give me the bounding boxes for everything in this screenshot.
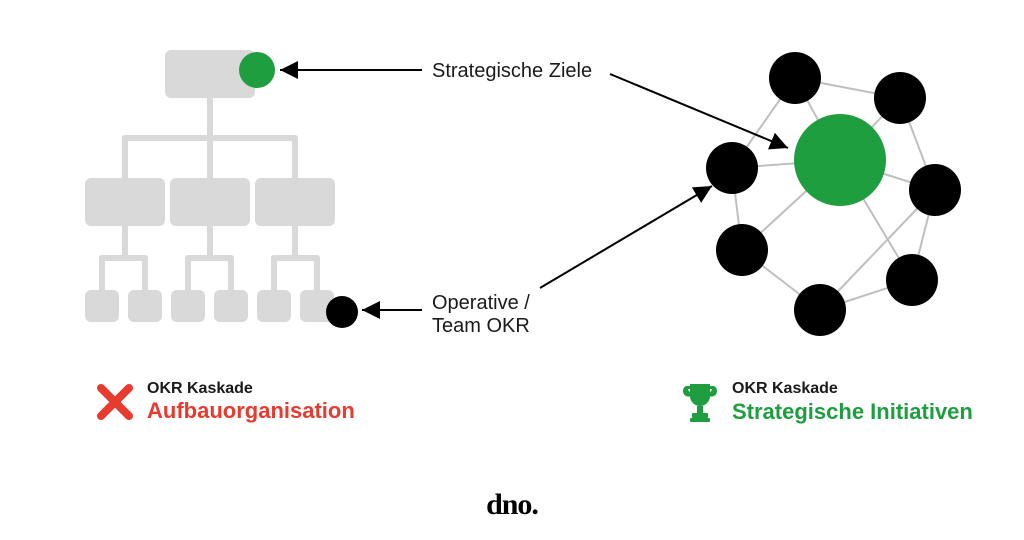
caption-right: OKR Kaskade Strategische Initiativen: [680, 380, 973, 424]
org-box: [85, 178, 165, 226]
network-node: [769, 52, 821, 104]
label-operative: Operative / Team OKR: [432, 292, 530, 338]
org-box: [170, 178, 250, 226]
org-box: [171, 290, 205, 322]
caption-left: OKR Kaskade Aufbauorganisation: [95, 380, 355, 424]
network-center: [794, 114, 886, 206]
trophy-icon: [680, 380, 720, 424]
caption-right-kicker: OKR Kaskade: [732, 380, 973, 398]
a-op-right: [540, 186, 712, 288]
network-node: [706, 142, 758, 194]
caption-right-title: Strategische Initiativen: [732, 399, 973, 424]
network-node: [794, 284, 846, 336]
a-strat-right: [610, 74, 788, 148]
label-strategic: Strategische Ziele: [432, 60, 592, 83]
caption-left-kicker: OKR Kaskade: [147, 380, 355, 398]
strategic-goal-dot: [239, 52, 275, 88]
org-box: [85, 290, 119, 322]
logo: dno.: [486, 488, 538, 522]
org-box: [128, 290, 162, 322]
cross-icon: [95, 382, 135, 422]
network-node: [716, 224, 768, 276]
network-node: [874, 72, 926, 124]
org-box: [257, 290, 291, 322]
network-node: [886, 254, 938, 306]
team-okr-dot: [326, 296, 358, 328]
caption-left-title: Aufbauorganisation: [147, 398, 355, 423]
network-node: [909, 164, 961, 216]
org-box: [255, 178, 335, 226]
org-box: [214, 290, 248, 322]
